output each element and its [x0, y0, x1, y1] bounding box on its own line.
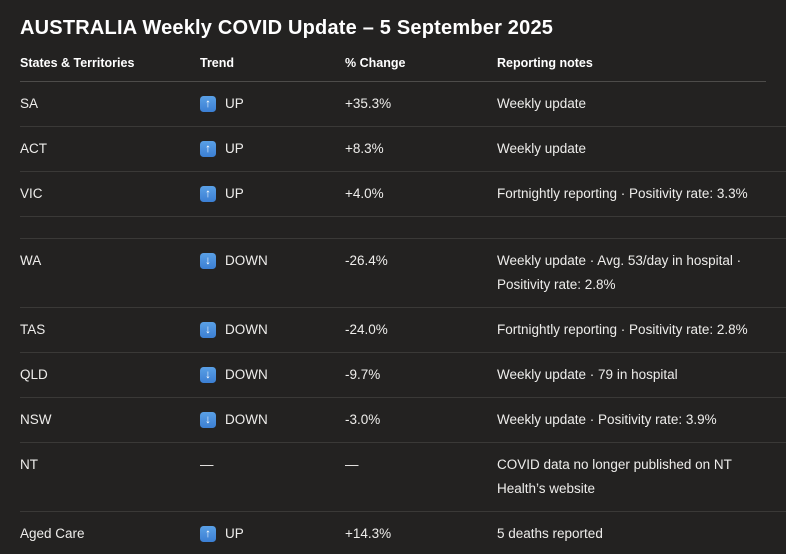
state-label: ACT [20, 141, 47, 156]
trend-cell: ↑ UP [200, 522, 345, 546]
table-row: VIC ↑ UP +4.0% Fortnightly reporting · P… [20, 172, 786, 217]
page-title: AUSTRALIA Weekly COVID Update – 5 Septem… [20, 17, 554, 39]
trend-label: UP [225, 141, 244, 156]
trend-arrow-icon: ↓ [200, 322, 216, 338]
trend-cell: ↑ UP [200, 182, 345, 206]
page-header: AUSTRALIA Weekly COVID Update – 5 Septem… [0, 0, 786, 42]
trend-cell: ↑ UP [200, 137, 345, 161]
spacer-row [20, 217, 786, 239]
trend-cell: ↑ UP [200, 92, 345, 116]
column-header-trend: Trend [200, 56, 235, 70]
percent-change-value: -26.4% [345, 253, 388, 268]
reporting-notes: COVID data no longer published on NT Hea… [497, 457, 732, 496]
column-header-notes: Reporting notes [497, 56, 593, 70]
trend-arrow-icon: ↑ [200, 526, 216, 542]
trend-arrow-icon: ↑ [200, 141, 216, 157]
state-label: NSW [20, 412, 52, 427]
state-label: SA [20, 96, 39, 111]
table-row: TAS ↓ DOWN -24.0% Fortnightly reporting … [20, 308, 786, 353]
table-row: WA ↓ DOWN -26.4% Weekly update · Avg. 53… [20, 239, 786, 308]
state-label: VIC [20, 186, 43, 201]
reporting-notes: Weekly update [497, 141, 587, 156]
reporting-notes: 5 deaths reported [497, 526, 603, 541]
table-row: NSW ↓ DOWN -3.0% Weekly update · Positiv… [20, 398, 786, 443]
reporting-notes: Fortnightly reporting · Positivity rate:… [497, 322, 748, 337]
trend-label: DOWN [225, 367, 268, 382]
table-row: SA ↑ UP +35.3% Weekly update [20, 82, 786, 127]
percent-change-value: -9.7% [345, 367, 381, 382]
table-header-row: States & Territories Trend % Change Repo… [20, 55, 766, 82]
percent-change-value: -3.0% [345, 412, 381, 427]
percent-change-value: +35.3% [345, 96, 392, 111]
trend-cell: ↓ DOWN [200, 408, 345, 432]
trend-arrow-icon: ↑ [200, 186, 216, 202]
trend-cell: — [200, 453, 345, 501]
state-label: Aged Care [20, 526, 85, 541]
table-row: ACT ↑ UP +8.3% Weekly update [20, 127, 786, 172]
trend-arrow-icon: ↑ [200, 96, 216, 112]
table-body: SA ↑ UP +35.3% Weekly update ACT ↑ UP +8… [20, 82, 786, 554]
state-label: QLD [20, 367, 48, 382]
table-row: Aged Care ↑ UP +14.3% 5 deaths reported [20, 512, 786, 554]
column-header-states: States & Territories [20, 56, 135, 70]
reporting-notes: Weekly update · 79 in hospital [497, 367, 678, 382]
trend-arrow-icon: ↓ [200, 253, 216, 269]
trend-label: — [200, 457, 214, 472]
trend-arrow-icon: ↓ [200, 412, 216, 428]
table-row: NT — — COVID data no longer published on… [20, 443, 786, 512]
state-label: TAS [20, 322, 46, 337]
column-header-change: % Change [345, 56, 406, 70]
trend-cell: ↓ DOWN [200, 363, 345, 387]
trend-label: UP [225, 96, 244, 111]
percent-change-value: -24.0% [345, 322, 388, 337]
trend-label: DOWN [225, 412, 268, 427]
trend-cell: ↓ DOWN [200, 318, 345, 342]
trend-arrow-icon: ↓ [200, 367, 216, 383]
percent-change-value: — [345, 457, 359, 472]
trend-label: DOWN [225, 322, 268, 337]
trend-label: DOWN [225, 253, 268, 268]
state-label: NT [20, 457, 38, 472]
table-row: QLD ↓ DOWN -9.7% Weekly update · 79 in h… [20, 353, 786, 398]
reporting-notes: Fortnightly reporting · Positivity rate:… [497, 186, 748, 201]
reporting-notes: Weekly update · Positivity rate: 3.9% [497, 412, 717, 427]
reporting-notes: Weekly update · Avg. 53/day in hospital … [497, 253, 742, 292]
reporting-notes: Weekly update [497, 96, 587, 111]
trend-label: UP [225, 526, 244, 541]
trend-cell: ↓ DOWN [200, 249, 345, 297]
percent-change-value: +14.3% [345, 526, 392, 541]
state-label: WA [20, 253, 42, 268]
trend-label: UP [225, 186, 244, 201]
percent-change-value: +4.0% [345, 186, 384, 201]
percent-change-value: +8.3% [345, 141, 384, 156]
